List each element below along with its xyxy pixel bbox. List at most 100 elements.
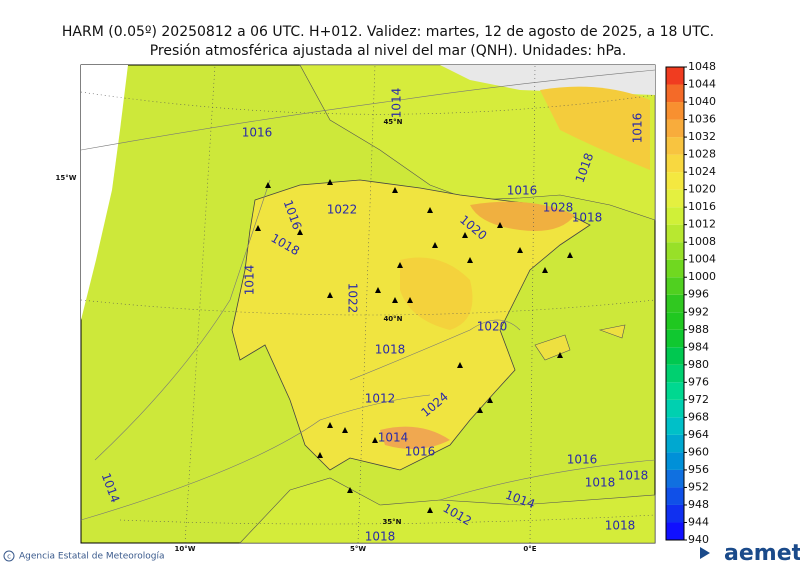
logo-icon: [700, 547, 710, 559]
colorbar-segment: [666, 154, 684, 173]
colorbar-label: 968: [688, 410, 709, 423]
colorbar-label: 1048: [688, 60, 716, 73]
contours: [80, 69, 656, 521]
colorbar-label: 1008: [688, 235, 716, 248]
colorbar-label: 964: [688, 428, 709, 441]
colorbar-label: 1032: [688, 130, 716, 143]
colorbar-segment: [666, 67, 684, 85]
lat-label: 35°N: [382, 518, 401, 526]
meseta-high: [400, 257, 473, 330]
mountain-marker: [487, 397, 493, 403]
colorbar-label: 1000: [688, 270, 716, 283]
colorbar: 940 944 948 952 956 960 964 968 972 976 980 984 988 9…: [665, 60, 716, 546]
colorbar-label: 940: [688, 533, 709, 546]
outside-domain: [81, 65, 128, 320]
colorbar-label: 1044: [688, 78, 716, 91]
colorbar-segment: [666, 242, 684, 260]
contour-label: 1016: [405, 445, 436, 459]
copyright-c: c: [7, 553, 11, 561]
contour-label: 1018: [585, 476, 616, 490]
contour-label: 1016: [242, 126, 273, 140]
agency: Agencia Estatal de Meteorología: [19, 552, 165, 562]
colorbar-segment: [666, 224, 684, 243]
pyrenees-high: [470, 201, 575, 231]
colorbar-label: 1020: [688, 183, 716, 196]
mountain-marker: [497, 222, 503, 228]
colorbar-segment: [666, 417, 684, 435]
mountain-marker: [477, 407, 483, 413]
colorbar-label: 1012: [688, 218, 716, 231]
colorbar-segment: [666, 102, 684, 120]
lat-label: 40°N: [383, 315, 402, 323]
lat-label: 15°W: [56, 174, 77, 182]
colorbar-segment: [666, 434, 684, 453]
subtitle: Presión atmosférica ajustada al nivel de…: [150, 43, 627, 59]
contour-label: 1016: [631, 113, 645, 144]
copyright-icon: [3, 550, 15, 562]
mountain-marker: [372, 437, 378, 443]
contour-label: 1018: [365, 530, 396, 544]
colorbar-segment: [666, 277, 684, 295]
mountain-marker: [432, 242, 438, 248]
contour-label: 1014: [390, 88, 404, 119]
mountain-marker: [392, 187, 398, 193]
colorbar-label: 1028: [688, 148, 716, 161]
contour-label: 1016: [567, 453, 598, 467]
colorbar-label: 1016: [688, 200, 716, 213]
mountain-marker: [427, 207, 433, 213]
lon-label: 0°E: [523, 545, 536, 553]
colorbar-label: 1024: [688, 165, 716, 178]
graticule: [80, 64, 656, 544]
mountain-marker: [567, 252, 573, 258]
mountain-markers: [255, 179, 573, 513]
colorbar-label: 996: [688, 288, 709, 301]
colorbar-segment: [666, 312, 684, 330]
colorbar-segment: [666, 137, 684, 155]
colorbar-segment: [666, 382, 684, 400]
colorbar-segment: [666, 84, 684, 103]
colorbar-segment: [666, 487, 684, 505]
colorbar-segment: [666, 469, 684, 488]
mountain-marker: [265, 182, 271, 188]
mountain-marker: [392, 297, 398, 303]
colorbar-label: 992: [688, 305, 709, 318]
mountain-marker: [557, 352, 563, 358]
mountain-marker: [397, 262, 403, 268]
logo: aemet: [724, 541, 800, 566]
lon-label: 5°W: [350, 545, 366, 553]
mountain-marker: [517, 247, 523, 253]
outside-domain: [440, 65, 655, 95]
mountain-marker: [462, 232, 468, 238]
colorbar-segment: [666, 207, 684, 225]
lon-label: 10°W: [175, 545, 196, 553]
footer: c Agencia Estatal de Meteorología aemet: [3, 541, 800, 566]
contour-label: 1018: [618, 469, 649, 483]
mountain-marker: [347, 487, 353, 493]
contour-label: 1022: [346, 283, 360, 314]
contour-label: 1018: [375, 343, 406, 357]
nevada-high: [380, 426, 450, 449]
colorbar-label: 956: [688, 463, 709, 476]
lat-label: 45°N: [383, 118, 402, 126]
mountain-marker: [407, 297, 413, 303]
colorbar-segment: [666, 294, 684, 313]
colorbar-label: 1004: [688, 253, 716, 266]
colorbar-frame: [665, 66, 685, 541]
contour-label: 1014: [378, 431, 409, 445]
colorbar-segment: [666, 504, 684, 523]
colorbar-segment: [666, 364, 684, 383]
contour-label: 1014: [243, 265, 257, 296]
mountain-marker: [255, 225, 261, 231]
contour-label: 1012: [365, 392, 396, 406]
colorbar-segment: [666, 189, 684, 208]
mountain-marker: [327, 179, 333, 185]
colorbar-label: 972: [688, 393, 709, 406]
menorca: [598, 324, 626, 339]
contour-label: 1020: [477, 320, 508, 334]
map: [80, 64, 656, 544]
mountain-marker: [457, 362, 463, 368]
contour-label: 1022: [327, 203, 358, 217]
colorbar-label: 988: [688, 323, 709, 336]
mountain-marker: [342, 427, 348, 433]
colorbar-label: 984: [688, 340, 709, 353]
